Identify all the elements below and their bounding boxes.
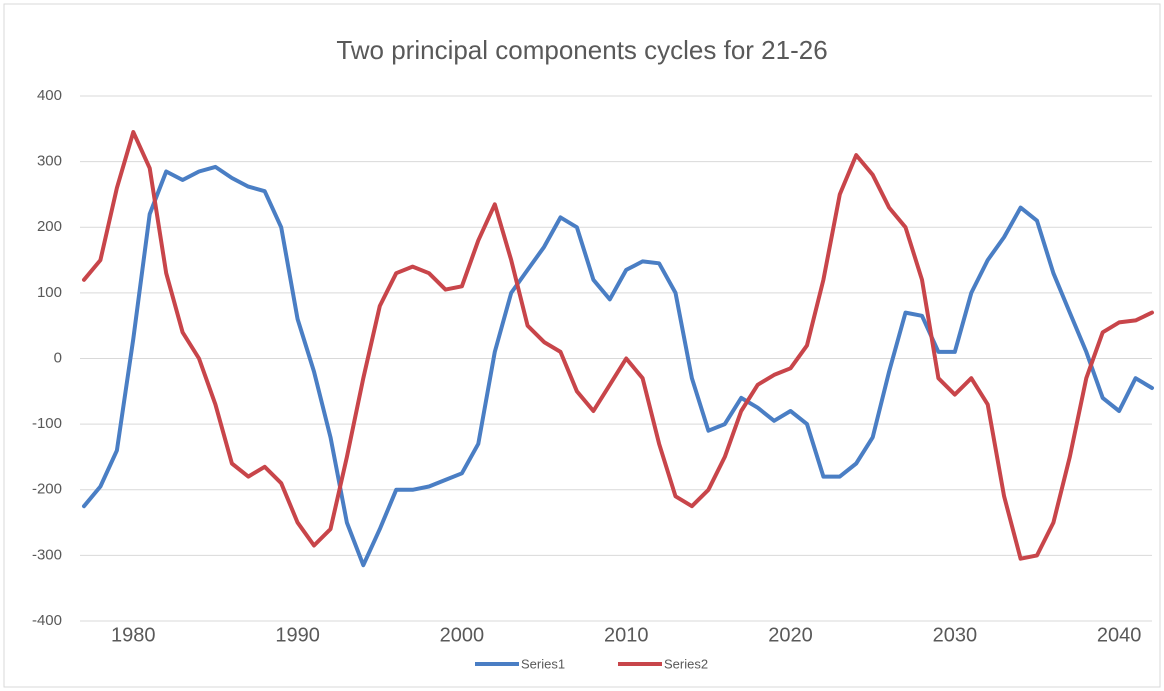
x-tick-label: 2000 <box>440 624 485 646</box>
y-tick-label: 200 <box>37 218 62 235</box>
y-tick-label: -100 <box>32 415 62 432</box>
y-tick-label: 0 <box>54 349 62 366</box>
chart-title: Two principal components cycles for 21-2… <box>336 35 827 65</box>
x-tick-label: 2040 <box>1097 624 1142 646</box>
chart-frame <box>3 3 1161 688</box>
y-tick-label: -400 <box>32 612 62 629</box>
legend-label: Series1 <box>521 656 565 671</box>
x-tick-label: 2020 <box>768 624 813 646</box>
y-tick-label: 400 <box>37 87 62 104</box>
series-line <box>82 130 1154 561</box>
legend-label: Series2 <box>664 656 708 671</box>
y-tick-label: 300 <box>37 153 62 170</box>
x-tick-label: 2010 <box>604 624 649 646</box>
y-tick-label: -300 <box>32 546 62 563</box>
series-line <box>82 164 1154 568</box>
x-tick-label: 2030 <box>933 624 978 646</box>
x-tick-label: 1990 <box>275 624 320 646</box>
y-tick-label: 100 <box>37 284 62 301</box>
x-tick-label: 1980 <box>111 624 156 646</box>
y-tick-label: -200 <box>32 481 62 498</box>
